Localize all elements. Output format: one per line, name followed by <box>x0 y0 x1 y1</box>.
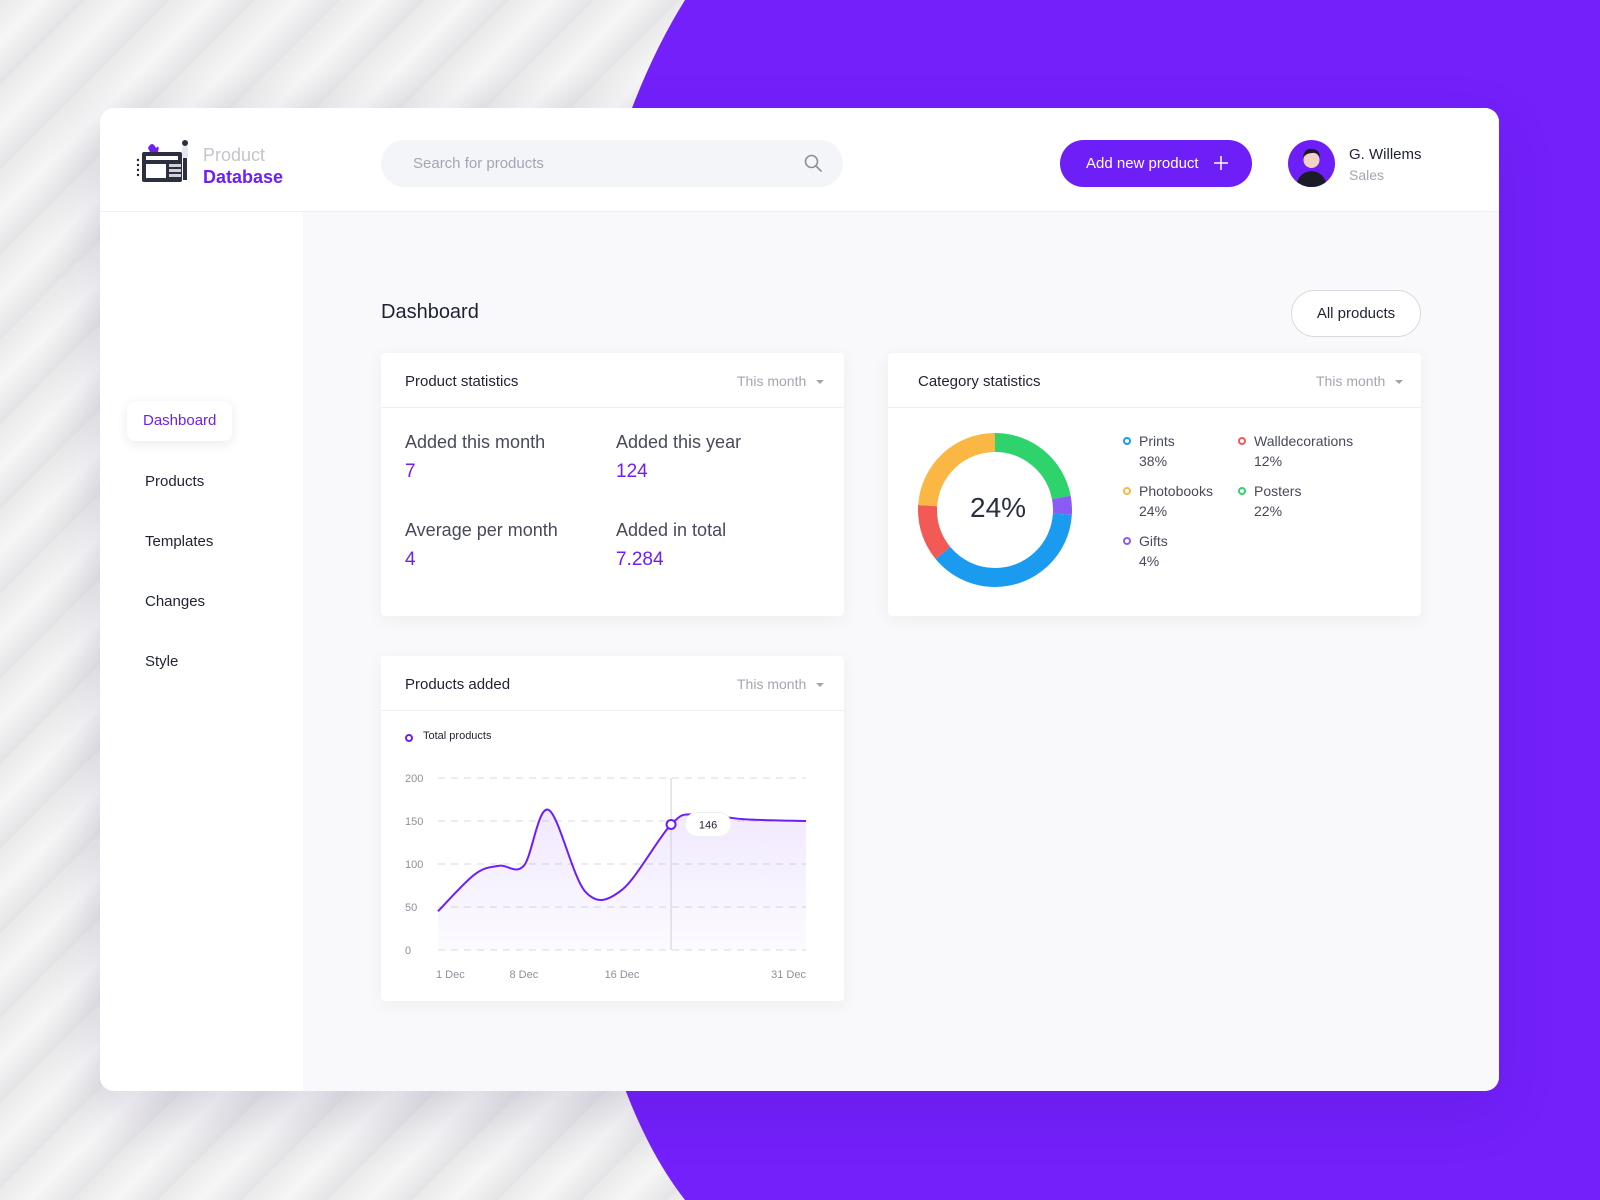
y-tick-label: 200 <box>405 773 423 785</box>
search-bar <box>381 140 843 187</box>
stat-value: 7.284 <box>616 549 664 570</box>
logo-text: Product Database <box>203 144 283 188</box>
y-tick-label: 0 <box>405 945 411 957</box>
page-title: Dashboard <box>381 301 479 323</box>
category-donut-chart <box>918 433 1072 587</box>
sidebar-item-label: Changes <box>145 593 206 610</box>
legend-pct: 38% <box>1139 453 1168 469</box>
stat-value: 124 <box>616 461 648 482</box>
x-tick-label: 8 Dec <box>509 969 538 981</box>
add-new-product-button[interactable]: Add new product <box>1060 140 1252 187</box>
legend-dot <box>1238 487 1246 495</box>
sidebar-item-changes[interactable]: Changes <box>127 582 223 622</box>
donut-center-label: 24% <box>970 492 1027 523</box>
logo-line-database: Database <box>203 167 284 187</box>
product-statistics-card: Product statistics This month Added this… <box>381 353 844 616</box>
sidebar-item-label: Style <box>145 653 179 670</box>
stat-value: 4 <box>405 549 416 570</box>
search-icon[interactable] <box>803 153 823 173</box>
legend-name: Walldecorations <box>1254 433 1354 449</box>
area-fill <box>438 809 806 950</box>
sidebar-item-label: Templates <box>145 533 214 550</box>
donut-slice-gifts <box>918 433 1072 587</box>
legend-dot <box>405 734 413 742</box>
card-header: Product statistics This month <box>381 353 844 408</box>
add-new-product-label: Add new product <box>1086 155 1199 172</box>
y-tick-label: 150 <box>405 816 423 828</box>
sidebar: Dashboard Products Templates Changes Sty… <box>100 212 303 1091</box>
donut-slice-prints <box>918 433 1072 587</box>
stat-label: Added this month <box>405 432 546 452</box>
x-tick-label: 31 Dec <box>771 969 806 981</box>
period-label: This month <box>1316 373 1386 389</box>
legend-pct: 12% <box>1254 453 1283 469</box>
sidebar-item-label: Products <box>145 473 205 490</box>
legend-name: Photobooks <box>1139 483 1213 499</box>
app-window: Product Database Add new product G <box>100 108 1499 1091</box>
legend-dot <box>1123 487 1131 495</box>
sidebar-item-templates[interactable]: Templates <box>127 522 231 562</box>
logo-line-product: Product <box>203 145 266 165</box>
legend-pct: 24% <box>1139 503 1168 519</box>
x-tick-label: 16 Dec <box>605 969 640 981</box>
caret-down-icon <box>816 683 825 688</box>
legend-series-name: Total products <box>423 730 492 742</box>
card-title: Products added <box>405 676 511 693</box>
sidebar-item-products[interactable]: Products <box>127 462 222 502</box>
card-header: Category statistics This month <box>888 353 1421 408</box>
stat-label: Added in total <box>616 520 727 540</box>
user-role: Sales <box>1349 167 1385 183</box>
legend-dot <box>1123 437 1131 445</box>
card-title: Category statistics <box>918 373 1041 390</box>
period-dropdown[interactable]: This month <box>737 373 825 389</box>
sidebar-item-style[interactable]: Style <box>127 642 196 682</box>
legend-dot <box>1123 537 1131 545</box>
top-bar: Product Database Add new product G <box>100 108 1499 212</box>
legend-dot <box>1238 437 1246 445</box>
period-dropdown[interactable]: This month <box>737 676 825 692</box>
y-tick-label: 50 <box>405 902 417 914</box>
legend-pct: 4% <box>1139 553 1160 569</box>
x-tick-label: 1 Dec <box>436 969 465 981</box>
legend-name: Prints <box>1139 433 1175 449</box>
donut-slice-walldecorations <box>918 433 1072 587</box>
card-title: Product statistics <box>405 373 519 390</box>
logo-illustration <box>136 140 188 182</box>
data-point[interactable] <box>665 818 677 830</box>
tooltip-box <box>684 811 732 837</box>
sidebar-item-dashboard[interactable]: Dashboard <box>127 401 233 441</box>
donut-slice-posters <box>918 433 1072 587</box>
caret-down-icon <box>1395 380 1404 385</box>
period-label: This month <box>737 676 807 692</box>
user-name: G. Willems <box>1349 146 1422 163</box>
card-header: Products added This month <box>381 656 844 711</box>
search-input[interactable] <box>413 140 793 187</box>
all-products-button[interactable]: All products <box>1291 290 1421 337</box>
stat-value: 7 <box>405 461 416 482</box>
avatar[interactable] <box>1288 140 1335 187</box>
tooltip-value: 146 <box>699 819 717 831</box>
legend-name: Posters <box>1254 483 1302 499</box>
period-label: This month <box>737 373 807 389</box>
category-statistics-card: Category statistics This month 24% Print… <box>888 353 1421 616</box>
caret-down-icon <box>816 380 825 385</box>
period-dropdown[interactable]: This month <box>1316 373 1404 389</box>
main-content: Dashboard All products Product statistic… <box>303 212 1499 1091</box>
products-added-card: Products added This month Total products… <box>381 656 844 1001</box>
stat-label: Average per month <box>405 520 558 540</box>
legend-pct: 22% <box>1254 503 1283 519</box>
plus-icon <box>1214 156 1228 170</box>
legend-name: Gifts <box>1139 533 1168 549</box>
stat-label: Added this year <box>616 432 742 452</box>
user-silhouette-icon <box>1296 148 1327 187</box>
products-added-chart: 0 50 100 150 200 1 Dec 8 Dec 16 Dec 31 Dec 146 <box>405 773 806 981</box>
y-tick-label: 100 <box>405 859 423 871</box>
sidebar-item-label: Dashboard <box>143 412 217 429</box>
